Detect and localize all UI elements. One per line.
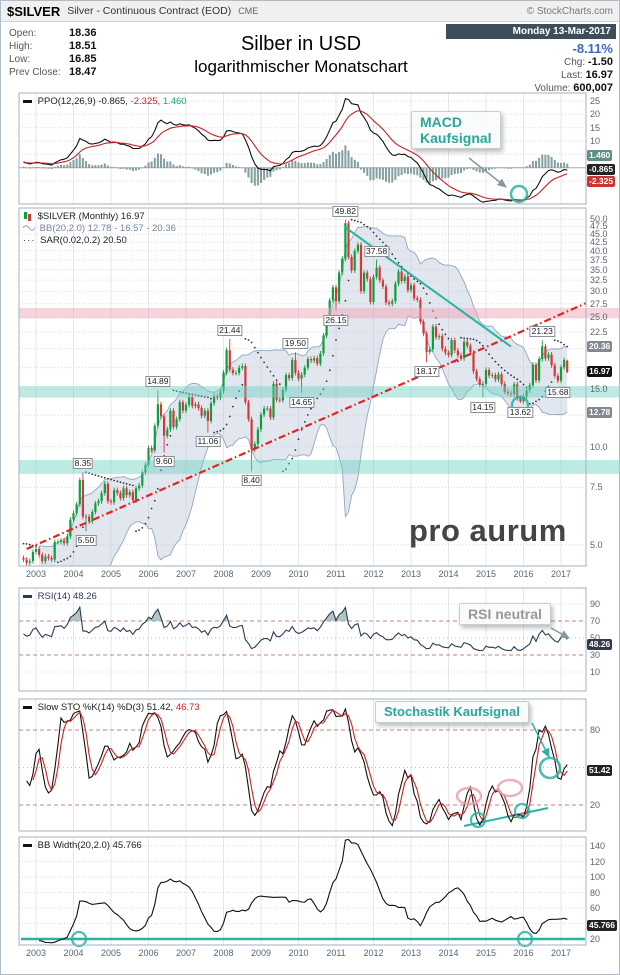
- bbwidth-line-icon: [23, 843, 32, 847]
- stochastic-line-icon: [23, 705, 32, 709]
- rsi-legend-label: RSI(14) 48.26: [37, 591, 97, 602]
- volume-row: Volume: 600,007: [534, 82, 613, 94]
- date-label: Monday 13-Mar-2017: [446, 24, 616, 39]
- ppo-hist-value: 1.460: [162, 96, 187, 107]
- open-row: Open: 18.36: [9, 27, 97, 39]
- prev-close-row: Prev Close: 18.47: [9, 66, 97, 78]
- trendlines: [21, 226, 587, 941]
- ppo-legend: PPO(12,26,9) -0.865, -2.325, 1.460: [23, 96, 187, 107]
- stochastic-buy-signal-annotation: Stochastik Kaufsignal: [375, 701, 529, 723]
- bollinger-icon: [22, 225, 36, 232]
- symbol-description: Silver - Continuous Contract (EOD): [67, 5, 232, 17]
- pro-aurum-watermark: pro aurum: [409, 513, 567, 548]
- chart-title-line1: Silber in USD: [240, 33, 362, 55]
- ppo-signal-value: -2.325,: [130, 96, 161, 107]
- panel-borders: [18, 92, 587, 946]
- macd-annotation-line1: MACD: [420, 114, 462, 130]
- copyright-label: © StockCharts.com: [526, 5, 613, 17]
- candles-layer: [22, 219, 569, 566]
- bbwidth-legend-label: BB Width(20,2.0) 45.766: [37, 840, 142, 851]
- stochastic-series: [26, 707, 568, 827]
- signal-circles: [70, 184, 562, 948]
- last-row: Last: 16.97: [561, 69, 613, 81]
- support-resistance-bands: [19, 307, 619, 474]
- sar-legend-label: SAR(0.02,0.2) 20.50: [40, 235, 127, 246]
- exchange-label: CME: [238, 6, 259, 16]
- low-row: Low: 16.85: [9, 53, 97, 65]
- chart-title: Silber in USD logarithmischer Monatschar…: [101, 32, 501, 78]
- chart-title-line2: logarithmischer Monatschart: [194, 57, 408, 76]
- ppo-value: -0.865,: [98, 96, 128, 107]
- stochastic-legend: Slow STO %K(14) %D(3) 51.42, 46.73: [23, 702, 200, 713]
- macd-buy-signal-annotation: MACD Kaufsignal: [411, 111, 501, 149]
- ppo-series: [22, 98, 569, 203]
- rsi-line-icon: [23, 594, 32, 598]
- quote-panel-left: Open: 18.36 High: 18.51 Low: 16.85 Prev Clo…: [9, 27, 97, 79]
- stochastic-d-value: 46.73: [175, 702, 200, 713]
- price-legend: $SILVER (Monthly) 16.97: [23, 211, 145, 222]
- chg-row: Chg: -1.50: [564, 56, 613, 68]
- sar-legend: ··· SAR(0.02,0.2) 20.50: [23, 235, 127, 246]
- annotation-arrows: [468, 157, 570, 758]
- percent-change: -8.11%: [572, 41, 613, 56]
- symbol-label: $SILVER: [7, 3, 61, 19]
- sar-icon: ···: [23, 235, 36, 246]
- high-row: High: 18.51: [9, 40, 97, 52]
- price-legend-label: $SILVER (Monthly) 16.97: [37, 211, 145, 223]
- bollinger-legend: BB(20,2.0) 12.78 - 16.57 - 20.36: [22, 223, 176, 234]
- candlestick-icon: [24, 212, 31, 221]
- stochastic-k-value: 51.42,: [146, 702, 174, 713]
- rsi-neutral-annotation: RSI neutral: [459, 603, 551, 625]
- rsi-legend: RSI(14) 48.26: [23, 591, 97, 602]
- bbwidth-series: [39, 838, 568, 944]
- chart-header-bar: $SILVER Silver - Continuous Contract (EO…: [1, 1, 619, 22]
- ppo-legend-label: PPO(12,26,9): [37, 96, 96, 107]
- rsi-series: [23, 605, 568, 652]
- bbwidth-legend: BB Width(20,2.0) 45.766: [23, 840, 142, 851]
- macd-annotation-line2: Kaufsignal: [420, 130, 492, 146]
- quote-panel-right: Chg: -1.50 Last: 16.97 Volume: 600,007: [534, 56, 613, 95]
- bollinger-legend-label: BB(20,2.0) 12.78 - 16.57 - 20.36: [39, 223, 176, 234]
- ppo-line-icon: [23, 99, 32, 103]
- stochastic-legend-label: Slow STO %K(14) %D(3): [37, 702, 145, 713]
